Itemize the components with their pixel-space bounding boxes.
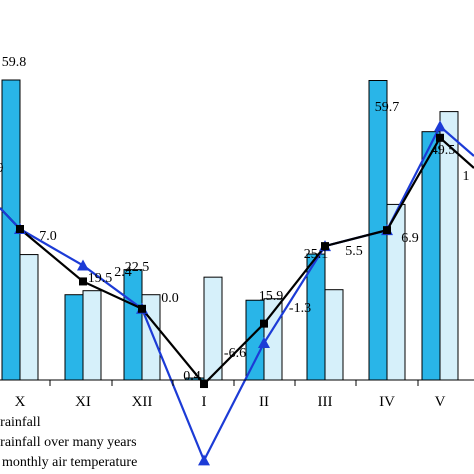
data-label-14: 6.9 xyxy=(401,231,419,246)
bar-rainfall-many-years-X xyxy=(19,254,39,381)
square-marker-III xyxy=(321,242,329,251)
data-label-7: 0.4 xyxy=(183,369,201,384)
data-label-16: 1 xyxy=(463,169,470,184)
x-tick-label-XII: XII xyxy=(132,394,153,410)
data-label-3: 19.5 xyxy=(88,271,113,286)
bar-rainfall-XII xyxy=(123,269,143,381)
data-label-13: 59.7 xyxy=(375,100,400,115)
square-marker-II xyxy=(260,319,268,328)
legend: r rainfall r rainfall over many years mont… xyxy=(0,415,137,470)
data-label-11: 25.1 xyxy=(304,247,329,262)
x-axis: X XI XII I II III IV V xyxy=(0,379,474,410)
bar-rainfall-III xyxy=(306,253,326,381)
data-label-1: 9 xyxy=(0,161,4,176)
x-tick-label-III: III xyxy=(318,394,333,410)
data-label-9: 15.9 xyxy=(259,289,284,304)
data-label-5: 22.5 xyxy=(125,260,150,275)
marker-layer xyxy=(14,120,446,466)
bar-rainfall-V xyxy=(421,131,441,381)
data-label-0: 59.8 xyxy=(2,55,27,70)
data-label-4: 2.4 xyxy=(114,265,132,280)
data-label-8: -6.6 xyxy=(224,346,246,361)
data-label-6: 0.0 xyxy=(161,291,179,306)
data-label-layer: 59.8 9 7.0 19.5 2.422.5 0.0 0.4 -6.6 15.9 -1.3 25.… xyxy=(0,55,470,384)
legend-entry-1: r rainfall over many years xyxy=(0,435,137,450)
x-tick-label-IV: IV xyxy=(379,394,395,410)
bar-layer xyxy=(1,79,459,381)
square-marker-XI xyxy=(79,277,87,286)
x-tick-label-V: V xyxy=(435,394,446,410)
x-tick-label-XI: XI xyxy=(75,394,91,410)
x-tick-label-II: II xyxy=(259,394,269,410)
square-marker-X xyxy=(16,225,24,233)
data-label-10: -1.3 xyxy=(289,301,311,316)
bar-rainfall-many-years-I xyxy=(203,276,223,381)
legend-entry-2: monthly air temperature xyxy=(2,455,137,470)
triangle-marker-XI xyxy=(77,259,89,271)
x-tick-label-I: I xyxy=(202,394,207,410)
data-label-12: 5.5 xyxy=(345,244,363,259)
square-marker-V xyxy=(436,133,444,142)
square-marker-I xyxy=(200,380,208,389)
bar-rainfall-many-years-III xyxy=(324,289,344,381)
x-tick-label-X: X xyxy=(15,394,26,410)
data-label-15: 49.5 xyxy=(431,143,456,158)
triangle-marker-I xyxy=(198,454,210,466)
data-label-2: 7.0 xyxy=(39,229,57,244)
triangle-marker-II xyxy=(258,337,270,348)
legend-entry-0: r rainfall xyxy=(0,415,41,430)
square-marker-IV xyxy=(383,226,391,235)
bar-rainfall-many-years-XI xyxy=(82,290,102,381)
square-marker-XII xyxy=(138,304,146,313)
triangle-marker-V xyxy=(434,120,446,132)
bar-rainfall-XI xyxy=(64,294,84,381)
